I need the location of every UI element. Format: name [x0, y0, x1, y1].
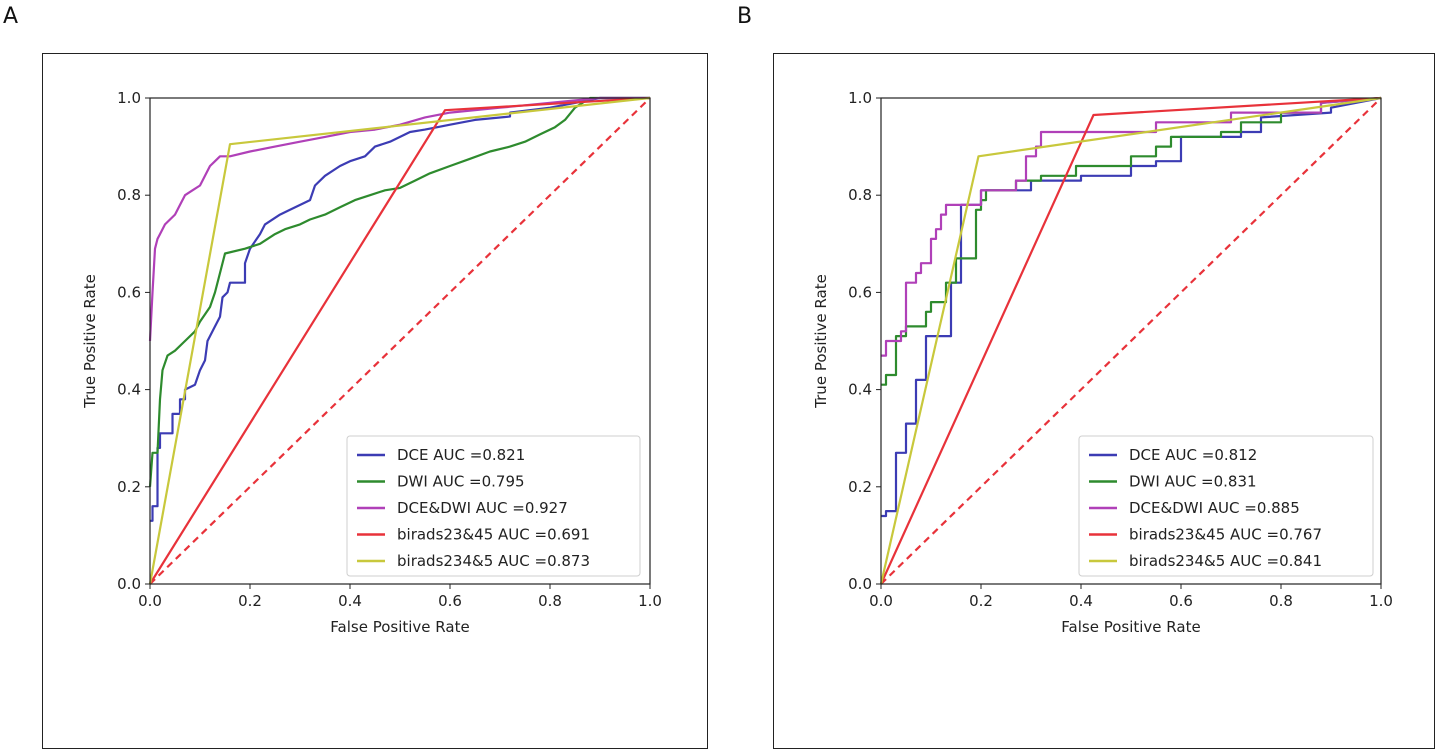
chart-a-ytick-label: 1.0 [117, 89, 141, 107]
chart-a-series-line-1 [148, 96, 650, 487]
chart-b-xtick-label: 0.4 [1069, 592, 1093, 610]
chart-b-axes-box [880, 97, 1382, 585]
panel-frame-b [773, 53, 1435, 749]
chart-b-ytick-label: 0.6 [848, 283, 872, 301]
chart-a-xtick-label: 1.0 [638, 592, 662, 610]
chart-b-legend-box [1078, 435, 1374, 577]
chart-b-xtick-label: 0.8 [1269, 592, 1293, 610]
chart-a-xtick-label: 0.6 [438, 592, 462, 610]
chart-a-ytick-label: 0.2 [117, 478, 141, 496]
chart-a-series-line-3 [149, 96, 651, 585]
chart-a-xtick-label: 0.4 [338, 592, 362, 610]
chart-a-legend-entry: DCE AUC =0.821 [397, 446, 525, 464]
chart-a-ytick-label: 0.0 [117, 575, 141, 593]
chart-a-axes-box [149, 97, 651, 585]
chart-b-xtick-label: 0.0 [869, 592, 893, 610]
chart-b-series-line-4 [879, 96, 1382, 585]
chart-b-legend-entry: birads234&5 AUC =0.841 [1129, 552, 1322, 570]
chart-b-series-line-3 [879, 96, 1382, 585]
chart-a-xtick-label: 0.8 [538, 592, 562, 610]
chart-b-xlabel: False Positive Rate [1061, 618, 1200, 636]
chart-b-series-line-2 [881, 96, 1382, 357]
chart-b-ytick-label: 0.8 [848, 186, 872, 204]
chart-b-ytick-label: 0.2 [848, 478, 872, 496]
chart-b-legend-entry: DWI AUC =0.831 [1129, 473, 1257, 491]
chart-b-ylabel: True Positive Rate [812, 274, 830, 409]
chart-b-ytick-label: 0.0 [848, 575, 872, 593]
chart-a-xlabel: False Positive Rate [330, 618, 469, 636]
chart-b-legend-entry: birads23&45 AUC =0.767 [1129, 526, 1322, 544]
chart-a-series-chance-diagonal [149, 97, 651, 585]
chart-b-ytick-label: 0.4 [848, 381, 872, 399]
chart-a-legend-entry: DWI AUC =0.795 [397, 473, 525, 491]
chart-a-series-line-4 [148, 96, 651, 585]
chart-a-ytick-label: 0.4 [117, 381, 141, 399]
chart-b-legend-entry: DCE AUC =0.812 [1129, 446, 1257, 464]
chart-a-legend-box [346, 435, 641, 577]
panel-letter-a: A [3, 4, 19, 29]
chart-a-legend-entry: birads234&5 AUC =0.873 [397, 552, 590, 570]
chart-b-xtick-label: 0.6 [1169, 592, 1193, 610]
chart-a-xtick-label: 0.0 [138, 592, 162, 610]
chart-a-ylabel: True Positive Rate [81, 274, 99, 409]
chart-b-xtick-label: 0.2 [969, 592, 993, 610]
chart-a-ytick-label: 0.8 [117, 186, 141, 204]
chart-b-legend-entry: DCE&DWI AUC =0.885 [1129, 499, 1300, 517]
chart-a-series-line-2 [148, 96, 650, 342]
panel-letter-b: B [737, 4, 753, 29]
chart-a-ytick-label: 0.6 [117, 283, 141, 301]
chart-a-xtick-label: 0.2 [238, 592, 262, 610]
chart-b-ytick-label: 1.0 [848, 89, 872, 107]
chart-a-series-line-0 [150, 96, 650, 522]
chart-a-legend-entry: birads23&45 AUC =0.691 [397, 526, 590, 544]
chart-b-series-chance-diagonal [880, 97, 1382, 585]
chart-a-legend-entry: DCE&DWI AUC =0.927 [397, 499, 568, 517]
chart-b-xtick-label: 1.0 [1369, 592, 1393, 610]
panel-frame-a [42, 53, 708, 749]
